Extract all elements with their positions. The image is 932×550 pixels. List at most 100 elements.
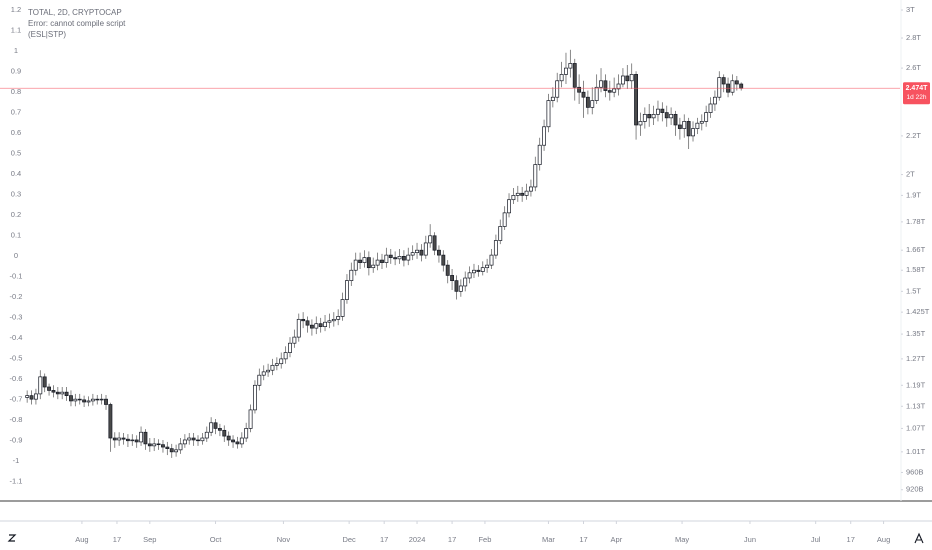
candle-body: [660, 108, 665, 113]
candle-body: [520, 192, 525, 196]
y-tick-label: 1.66T: [906, 245, 926, 254]
x-tick-label: Aug: [75, 535, 88, 544]
candle-body: [388, 254, 393, 258]
candle-body: [489, 254, 494, 266]
y-tick-label: 1.5T: [906, 286, 921, 295]
x-tick-label: Dec: [342, 535, 356, 544]
y-tick-label: 1.58T: [906, 265, 926, 274]
candle-body: [29, 395, 34, 400]
y2-tick-label: -0.9: [10, 436, 23, 445]
candle-body: [423, 242, 428, 256]
candle-body: [349, 269, 354, 281]
candle-body: [353, 259, 358, 271]
candle-body: [502, 212, 507, 227]
candle-body: [95, 398, 100, 401]
candle-body: [147, 443, 152, 447]
candle-body: [708, 103, 713, 113]
candle-body: [139, 431, 143, 443]
candle-body: [642, 113, 647, 122]
candle-body: [274, 363, 279, 366]
y2-tick-label: -0.8: [10, 415, 23, 424]
candle-body: [542, 126, 547, 146]
candle-body: [691, 128, 695, 137]
y2-tick-label: -0.5: [10, 354, 23, 363]
candle-body: [90, 398, 95, 402]
candle-body: [515, 192, 520, 196]
x-tick-label: Feb: [478, 535, 491, 544]
candle-body: [191, 437, 196, 441]
candle-body: [117, 437, 122, 441]
candle-body: [121, 437, 126, 440]
candle-body: [301, 318, 306, 322]
candle-body: [476, 269, 481, 272]
candle-body: [244, 428, 249, 439]
candle-body: [371, 264, 376, 269]
candle-body: [226, 435, 231, 441]
y-tick-label: 1.01T: [906, 447, 926, 456]
auto-scale-button[interactable]: [914, 532, 924, 544]
candle-body: [397, 256, 402, 260]
candle-body: [581, 91, 586, 98]
candle-body: [546, 100, 551, 128]
candle-body: [130, 439, 135, 442]
candle-body: [86, 400, 91, 403]
candle-body: [380, 259, 384, 263]
y2-tick-label: 1: [14, 46, 18, 55]
y-tick-label: 2.6T: [906, 63, 921, 72]
candle-body: [463, 277, 468, 287]
candle-body: [55, 391, 60, 395]
candle-body: [572, 63, 577, 88]
x-tick-label: Nov: [277, 535, 291, 544]
y2-tick-label: -1: [13, 456, 20, 465]
candle-body: [187, 437, 192, 441]
candle-body: [200, 437, 205, 442]
candle-body: [112, 437, 117, 441]
y-tick-label: 1.07T: [906, 423, 926, 432]
candle-body: [358, 259, 363, 263]
x-tick-label: Sep: [143, 535, 156, 544]
candle-body: [257, 374, 262, 386]
candle-body: [603, 80, 608, 91]
candle-body: [656, 108, 660, 115]
logo-glyph: [7, 534, 17, 542]
candle-body: [699, 121, 704, 124]
candle-body: [493, 240, 498, 256]
y2-tick-label: -0.1: [10, 272, 23, 281]
candle-body: [651, 113, 656, 119]
candle-body: [498, 226, 503, 241]
candle-body: [69, 395, 73, 402]
y-tick-label: 1.27T: [906, 354, 926, 363]
candle-body: [345, 280, 349, 300]
y-tick-label: 1.19T: [906, 380, 926, 389]
candle-body: [327, 320, 332, 323]
candle-body: [734, 80, 739, 85]
candle-body: [161, 444, 165, 448]
candle-body: [638, 121, 643, 126]
tv-logo[interactable]: [6, 532, 18, 544]
x-tick-label: May: [675, 535, 689, 544]
candle-body: [607, 90, 612, 93]
candle-body: [559, 74, 564, 82]
candle-body: [174, 449, 179, 453]
candle-body: [537, 144, 542, 165]
candle-body: [564, 67, 568, 75]
candle-body: [169, 448, 174, 453]
candle-body: [331, 318, 336, 322]
candle-body: [104, 398, 108, 405]
candle-body: [437, 249, 441, 256]
y2-tick-label: -0.6: [10, 374, 23, 383]
candle-body: [60, 391, 65, 395]
candle-body: [428, 235, 433, 244]
y2-tick-label: -0.3: [10, 313, 23, 322]
candle-body: [33, 393, 38, 400]
candle-body: [366, 257, 371, 269]
candle-body: [730, 80, 735, 93]
y2-tick-label: 0.1: [11, 231, 21, 240]
y-tick-label: 2.2T: [906, 131, 921, 140]
candle-body: [47, 386, 51, 391]
candle-body: [524, 190, 529, 196]
candle-body: [485, 264, 490, 269]
candle-body: [454, 280, 459, 292]
